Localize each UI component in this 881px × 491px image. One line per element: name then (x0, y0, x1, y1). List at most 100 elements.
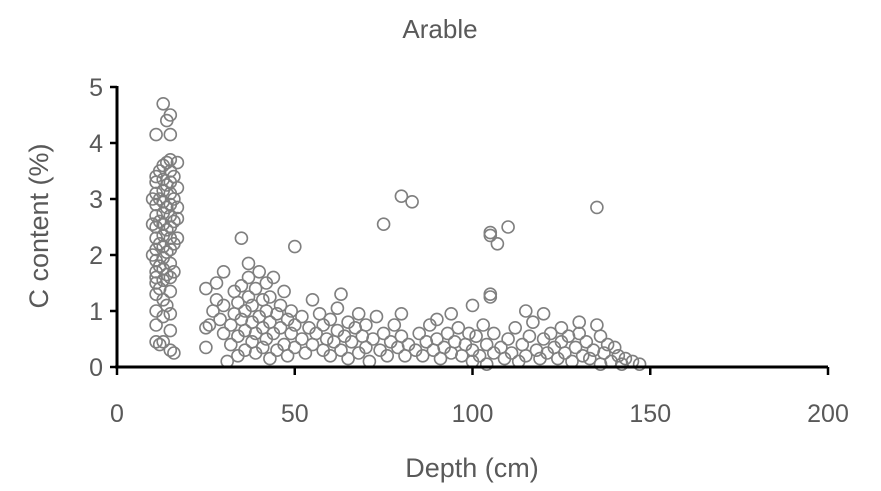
data-point (394, 306, 409, 321)
data-point (170, 211, 185, 226)
x-axis-ticks: 0 50 100 150 200 (110, 367, 849, 428)
data-point (305, 292, 320, 307)
x-tick-label: 150 (629, 400, 671, 428)
data-point (167, 214, 181, 229)
data-point (263, 351, 277, 366)
data-point (394, 329, 409, 344)
data-point (199, 281, 213, 296)
data-point (515, 337, 530, 352)
data-point (341, 351, 355, 366)
data-point (501, 332, 515, 346)
x-tick-label: 50 (281, 400, 309, 428)
data-point (376, 217, 391, 231)
data-point (472, 348, 487, 363)
data-point (167, 264, 181, 279)
y-tick-label: 0 (89, 354, 103, 382)
data-point (632, 357, 647, 372)
data-point (156, 334, 170, 349)
data-point (163, 127, 178, 142)
y-tick-label: 2 (89, 242, 103, 270)
data-point (202, 318, 217, 332)
data-point (572, 315, 587, 330)
data-point (209, 276, 224, 290)
data-point (554, 320, 569, 335)
data-point (359, 318, 373, 332)
data-point (241, 270, 256, 285)
data-point (287, 318, 302, 332)
data-point (518, 348, 533, 363)
data-point (359, 340, 373, 355)
data-point (572, 326, 587, 341)
y-tick-label: 4 (89, 130, 103, 158)
data-point (479, 357, 494, 372)
data-point (490, 237, 505, 251)
data-point (213, 312, 227, 327)
data-point (152, 337, 167, 352)
data-point (412, 326, 427, 341)
data-point (234, 278, 249, 293)
data-point (163, 343, 178, 358)
data-point (252, 264, 267, 279)
data-point (163, 306, 178, 321)
data-point (579, 334, 594, 349)
data-point (273, 320, 288, 335)
data-point (590, 200, 604, 215)
data-point (163, 284, 178, 299)
data-point (295, 332, 309, 346)
data-point (369, 309, 384, 324)
data-point (170, 231, 185, 245)
data-point (287, 239, 302, 254)
y-axis-ticks: 0 1 2 3 4 5 (89, 74, 117, 382)
data-point (266, 270, 281, 285)
data-point (170, 155, 185, 170)
data-point (607, 340, 622, 355)
data-point (501, 220, 515, 234)
data-point (451, 320, 466, 335)
data-point (216, 298, 231, 313)
data-point (160, 200, 174, 215)
data-point (351, 306, 366, 321)
data-point (163, 256, 178, 271)
data-point (216, 326, 231, 341)
data-point (558, 346, 572, 360)
data-point (334, 287, 348, 302)
data-point (590, 318, 604, 332)
chart-title: Arable (402, 14, 477, 44)
data-point (160, 223, 174, 237)
data-point (440, 326, 455, 341)
data-point (483, 290, 498, 304)
data-point (483, 287, 498, 302)
data-point (284, 304, 299, 318)
data-point (611, 348, 626, 363)
data-point (163, 323, 178, 338)
data-point (444, 306, 459, 321)
data-point (366, 332, 380, 346)
data-point (394, 189, 409, 203)
data-point (245, 298, 259, 313)
data-point (273, 298, 288, 313)
data-point (568, 340, 583, 355)
data-point (280, 348, 295, 363)
data-point (518, 304, 533, 318)
data-point (199, 320, 213, 335)
data-point (522, 329, 537, 344)
data-point (405, 195, 419, 209)
data-point (479, 337, 494, 352)
x-tick-label: 0 (110, 400, 124, 428)
data-point (430, 312, 444, 327)
data-point (536, 306, 551, 321)
data-point (575, 348, 590, 363)
data-point (483, 228, 498, 243)
data-point (376, 326, 391, 341)
data-point (152, 237, 167, 251)
data-point (263, 290, 277, 304)
x-axis-label: Depth (cm) (405, 453, 539, 483)
data-point (380, 348, 395, 363)
data-point (284, 326, 299, 341)
data-point (199, 340, 213, 355)
data-point (483, 225, 498, 240)
data-point (255, 340, 270, 355)
data-point (224, 337, 238, 352)
data-point (334, 343, 348, 358)
